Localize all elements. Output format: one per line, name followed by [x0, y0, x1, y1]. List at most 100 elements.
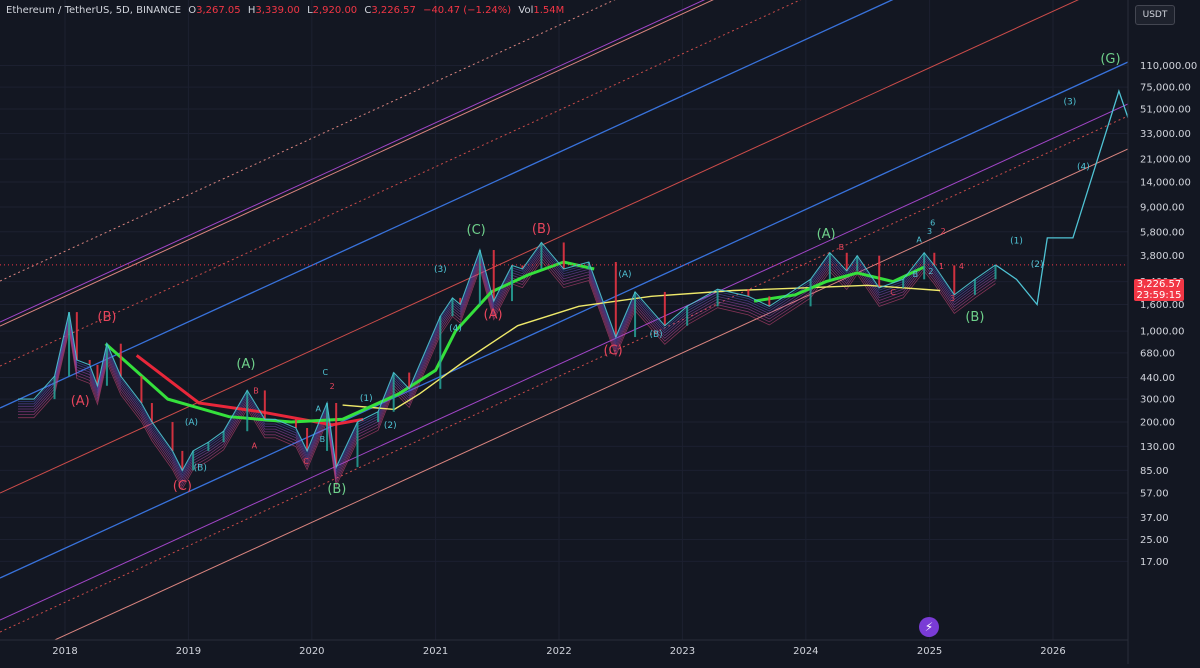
y-tick-label: 130.00: [1140, 442, 1175, 453]
wave-label: (A): [817, 227, 836, 242]
y-tick-label: 51,000.00: [1140, 104, 1191, 115]
wave-label: (C): [467, 223, 486, 238]
tradingview-lightning-icon[interactable]: ⚡: [919, 617, 939, 637]
symbol-legend: Ethereum / TetherUS, 5D, BINANCE O3,267.…: [6, 5, 564, 16]
moving-averages: [104, 260, 941, 427]
x-tick-label: 2021: [423, 646, 448, 657]
wave-label: (B): [649, 330, 662, 340]
x-tick-label: 2023: [670, 646, 695, 657]
y-tick-label: 300.00: [1140, 395, 1175, 406]
y-tick-label: 57.00: [1140, 488, 1169, 499]
ma-green-line: [104, 260, 595, 424]
wave-label: C: [323, 368, 329, 377]
y-tick-label: 33,000.00: [1140, 129, 1191, 140]
symbol-title: Ethereum / TetherUS, 5D, BINANCE: [6, 5, 182, 16]
ma-green-line-2: [753, 265, 925, 303]
wave-label: 6: [930, 218, 935, 227]
wave-labels: (A)(B)(C)(A)(A)(B)BACABC2(B)(1)(2)(3)(4)…: [71, 52, 1121, 497]
volume-label: Vol: [518, 5, 534, 16]
wave-label: (A): [236, 357, 255, 372]
wave-label: 2: [330, 382, 335, 391]
y-tick-label: 75,000.00: [1140, 83, 1191, 94]
y-tick-label: 3,800.00: [1140, 251, 1185, 262]
wave-label: (C): [603, 344, 622, 359]
wave-label: (A): [618, 270, 631, 280]
volume-value: 1.54M: [533, 5, 565, 16]
last-price-value: 3,226.57: [1136, 279, 1182, 290]
channel-line: [0, 0, 1079, 494]
y-tick-label: 14,000.00: [1140, 177, 1191, 188]
change-value: −40.47 (−1.24%): [423, 5, 512, 16]
wave-label: 3: [950, 294, 955, 303]
wave-label: (G): [1100, 52, 1120, 67]
wave-label: (A): [71, 394, 90, 409]
x-tick-label: 2020: [299, 646, 324, 657]
wave-label: (C): [173, 479, 192, 494]
wave-label: A: [252, 442, 258, 451]
x-tick-label: 2026: [1040, 646, 1065, 657]
ma-ribbon-line: [18, 254, 996, 484]
y-tick-label: 5,800.00: [1140, 227, 1185, 238]
wave-label: (B): [97, 310, 116, 325]
wave-label: B: [839, 243, 845, 252]
low-value: 2,920.00: [312, 5, 358, 16]
wave-label: C: [890, 288, 896, 297]
price-channels: [0, 0, 1128, 640]
wave-label: (3): [1064, 98, 1077, 108]
channel-line: [0, 0, 802, 367]
wave-label: C: [303, 457, 309, 466]
close-value: 3,226.57: [371, 5, 416, 16]
y-tick-label: 110,000.00: [1140, 61, 1197, 72]
x-tick-label: 2018: [52, 646, 77, 657]
gridlines: [0, 0, 1128, 640]
wave-label: (2): [1031, 260, 1044, 270]
currency-button[interactable]: USDT: [1135, 5, 1175, 25]
channel-line: [0, 0, 714, 327]
ma-yellow-line: [342, 284, 941, 411]
last-price-badge: 3,226.57 23:59:15: [1134, 279, 1184, 301]
price-path: [0, 89, 1128, 472]
wave-label: (A): [484, 307, 503, 322]
wave-label: A: [316, 405, 322, 414]
y-tick-label: 680.00: [1140, 348, 1175, 359]
high-value: 3,339.00: [255, 5, 300, 16]
wave-label: (4): [449, 324, 462, 334]
y-tick-label: 37.00: [1140, 513, 1169, 524]
open-value: 3,267.05: [196, 5, 241, 16]
x-tick-label: 2024: [793, 646, 818, 657]
y-tick-label: 85.00: [1140, 466, 1169, 477]
wave-label: (1): [1010, 237, 1023, 247]
wave-label: 2: [941, 227, 946, 236]
wave-label: 1: [939, 262, 944, 271]
ma-ribbon-line: [18, 244, 996, 474]
high-label: H: [247, 5, 256, 16]
y-tick-label: 25.00: [1140, 535, 1169, 546]
projection-line: [995, 89, 1128, 307]
y-tick-label: 440.00: [1140, 373, 1175, 384]
wave-label: 2: [928, 267, 933, 276]
wave-label: B: [913, 270, 919, 279]
y-tick-label: 9,000.00: [1140, 202, 1185, 213]
wave-label: (B): [965, 310, 984, 325]
wave-label: (2): [384, 421, 397, 431]
wave-label: (B): [327, 482, 346, 497]
wave-label: (B): [194, 463, 207, 473]
wave-label: (4): [1077, 162, 1090, 172]
wave-label: (1): [360, 394, 373, 404]
wave-label: B: [253, 387, 259, 396]
y-tick-label: 200.00: [1140, 418, 1175, 429]
channel-line: [0, 103, 1128, 621]
x-tick-label: 2025: [917, 646, 942, 657]
y-tick-label: 21,000.00: [1140, 155, 1191, 166]
wave-label: A: [916, 235, 922, 244]
y-tick-label: 17.00: [1140, 557, 1169, 568]
x-tick-label: 2022: [546, 646, 571, 657]
ma-ribbon-line: [18, 257, 996, 487]
wave-label: (3): [434, 265, 447, 275]
bar-countdown: 23:59:15: [1136, 290, 1182, 301]
channel-line: [0, 0, 706, 323]
x-tick-label: 2019: [176, 646, 201, 657]
channel-line: [0, 0, 894, 409]
